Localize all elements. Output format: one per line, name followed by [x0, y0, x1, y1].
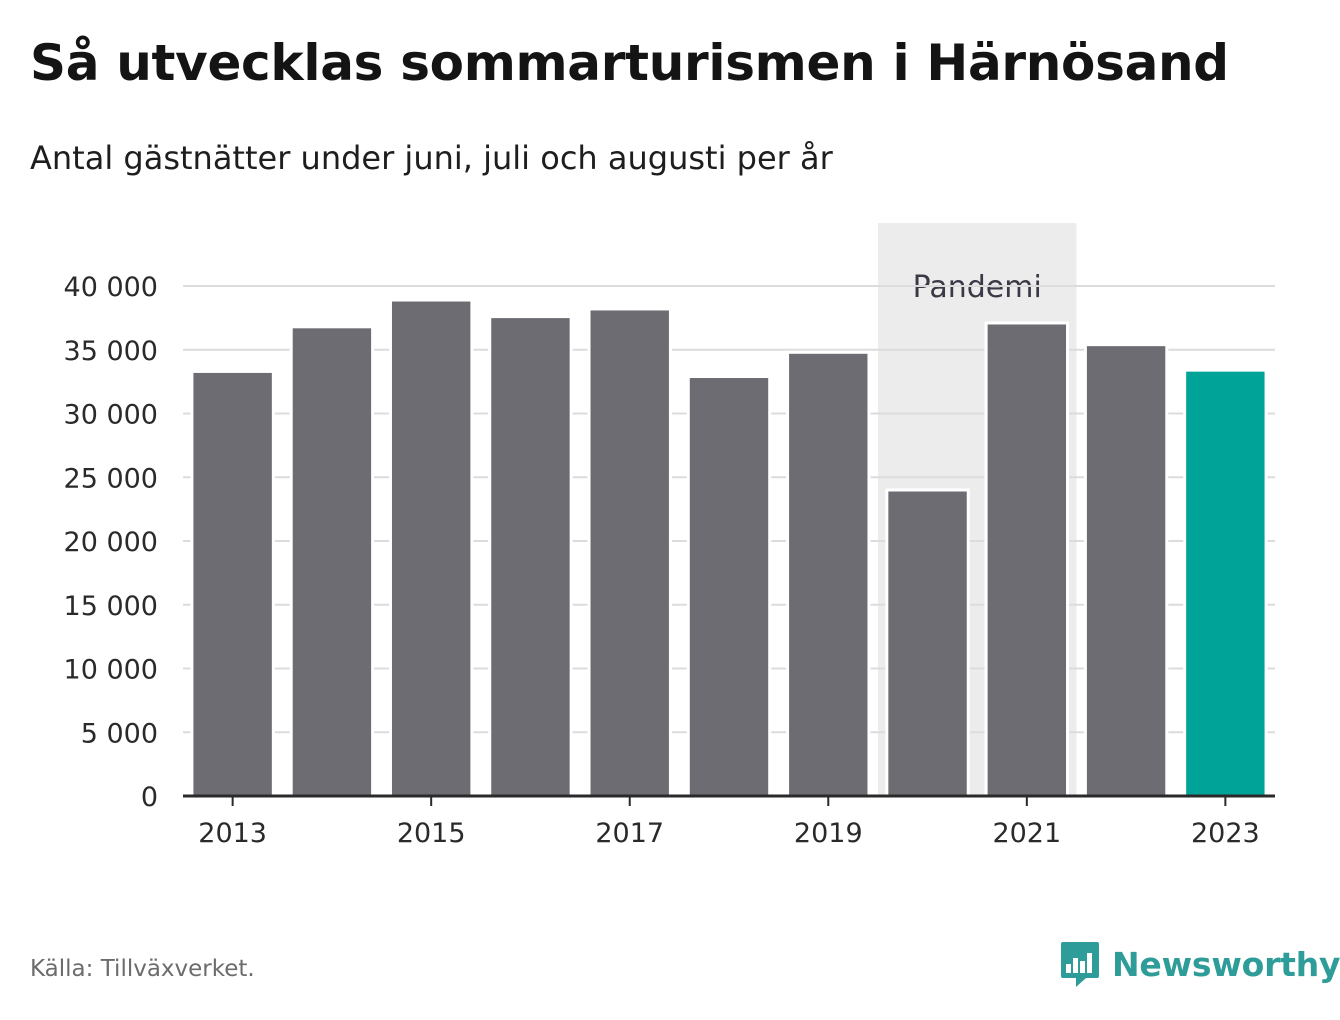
x-tick-label: 2023: [1191, 818, 1260, 849]
bar-2022: [1083, 343, 1169, 798]
chart-subtitle: Antal gästnätter under juni, juli och au…: [30, 139, 833, 177]
x-tick-label: 2013: [198, 818, 267, 849]
bar-2023: [1183, 368, 1268, 798]
y-tick-label: 10 000: [64, 655, 158, 686]
bar-2015: [388, 298, 474, 798]
bar-2016: [488, 315, 573, 798]
source-note: Källa: Tillväxverket.: [30, 956, 255, 982]
y-tick-label: 15 000: [64, 591, 158, 622]
bar-2017: [587, 307, 672, 798]
y-tick-label: 20 000: [64, 527, 158, 558]
y-tick-label: 30 000: [64, 400, 158, 431]
bar-2013: [190, 369, 275, 798]
y-tick-label: 25 000: [64, 463, 158, 494]
chart-title: Så utvecklas sommarturismen i Härnösand: [30, 34, 1229, 92]
bar-2014: [289, 325, 375, 798]
brand-name: Newsworthy: [1112, 944, 1340, 984]
brand-logo: Newsworthy: [1060, 940, 1340, 988]
x-tick-label: 2017: [595, 818, 664, 849]
x-tick-label: 2015: [397, 818, 466, 849]
newsworthy-logo-icon: [1061, 942, 1099, 987]
bar-2021: [984, 321, 1070, 798]
y-tick-label: 5 000: [81, 718, 158, 749]
x-tick-label: 2021: [992, 818, 1061, 849]
bar-2018: [686, 375, 772, 798]
y-tick-label: 0: [141, 782, 158, 813]
bar-2019: [786, 350, 871, 798]
y-tick-label: 40 000: [64, 272, 158, 303]
y-tick-label: 35 000: [64, 336, 158, 367]
bar-chart: Pandemi 0 5 000 10 000 15 000 20 000 25 000 30 …: [64, 223, 1275, 849]
x-tick-label: 2019: [794, 818, 863, 849]
pandemic-label: Pandemi: [913, 270, 1042, 305]
bar-2020: [885, 488, 970, 798]
